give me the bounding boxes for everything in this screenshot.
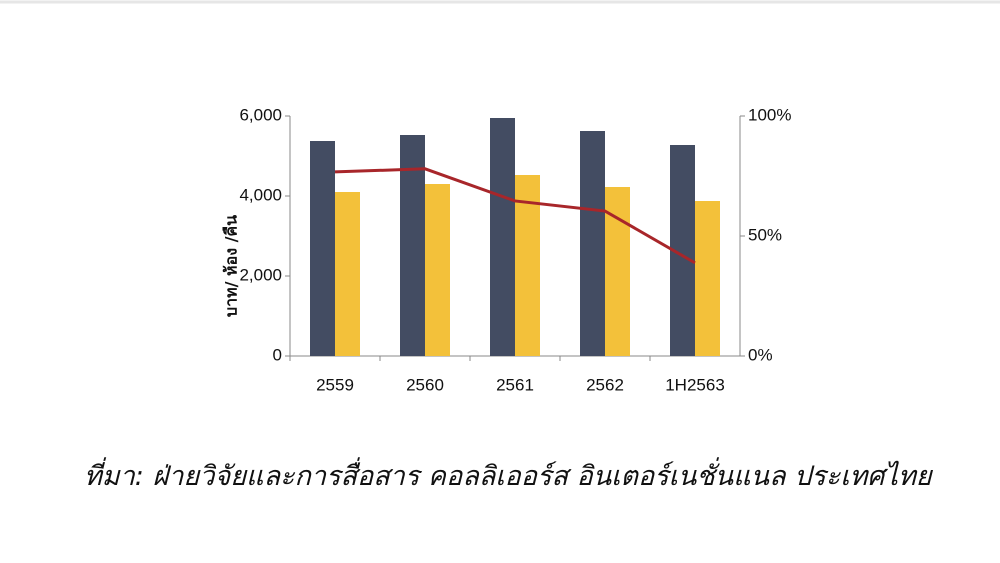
- x-tick-label: 2560: [406, 375, 444, 394]
- bar: [335, 192, 360, 356]
- x-tick-label: 1H2563: [665, 375, 725, 394]
- x-tick-label: 2561: [496, 375, 534, 394]
- y2-tick-label: 100%: [748, 105, 791, 124]
- bar: [310, 141, 335, 356]
- y2-tick-label: 0%: [748, 345, 773, 364]
- bar: [425, 184, 450, 356]
- bar: [580, 131, 605, 356]
- y-axis-label: บาท/ ห้อง /คืน: [222, 215, 241, 317]
- caption: ที่มา: ฝ่ายวิจัยและการสื่อสาร คอลลิเออร์…: [84, 461, 932, 492]
- y2-tick-label: 50%: [748, 225, 782, 244]
- y-tick-label: 2,000: [239, 265, 282, 284]
- y-tick-label: 4,000: [239, 185, 282, 204]
- chart: บาท/ ห้อง /คืน 0 2,000 4,000 6,000 0% 50% 100%…: [0, 0, 1000, 394]
- y-tick-label: 0: [273, 345, 282, 364]
- bar: [695, 201, 720, 356]
- x-tick-label: 2562: [586, 375, 624, 394]
- bar: [490, 118, 515, 356]
- bar: [515, 175, 540, 356]
- line: [334, 167, 696, 265]
- bar: [400, 135, 425, 356]
- x-tick-label: 2559: [316, 375, 354, 394]
- y-tick-label: 6,000: [239, 105, 282, 124]
